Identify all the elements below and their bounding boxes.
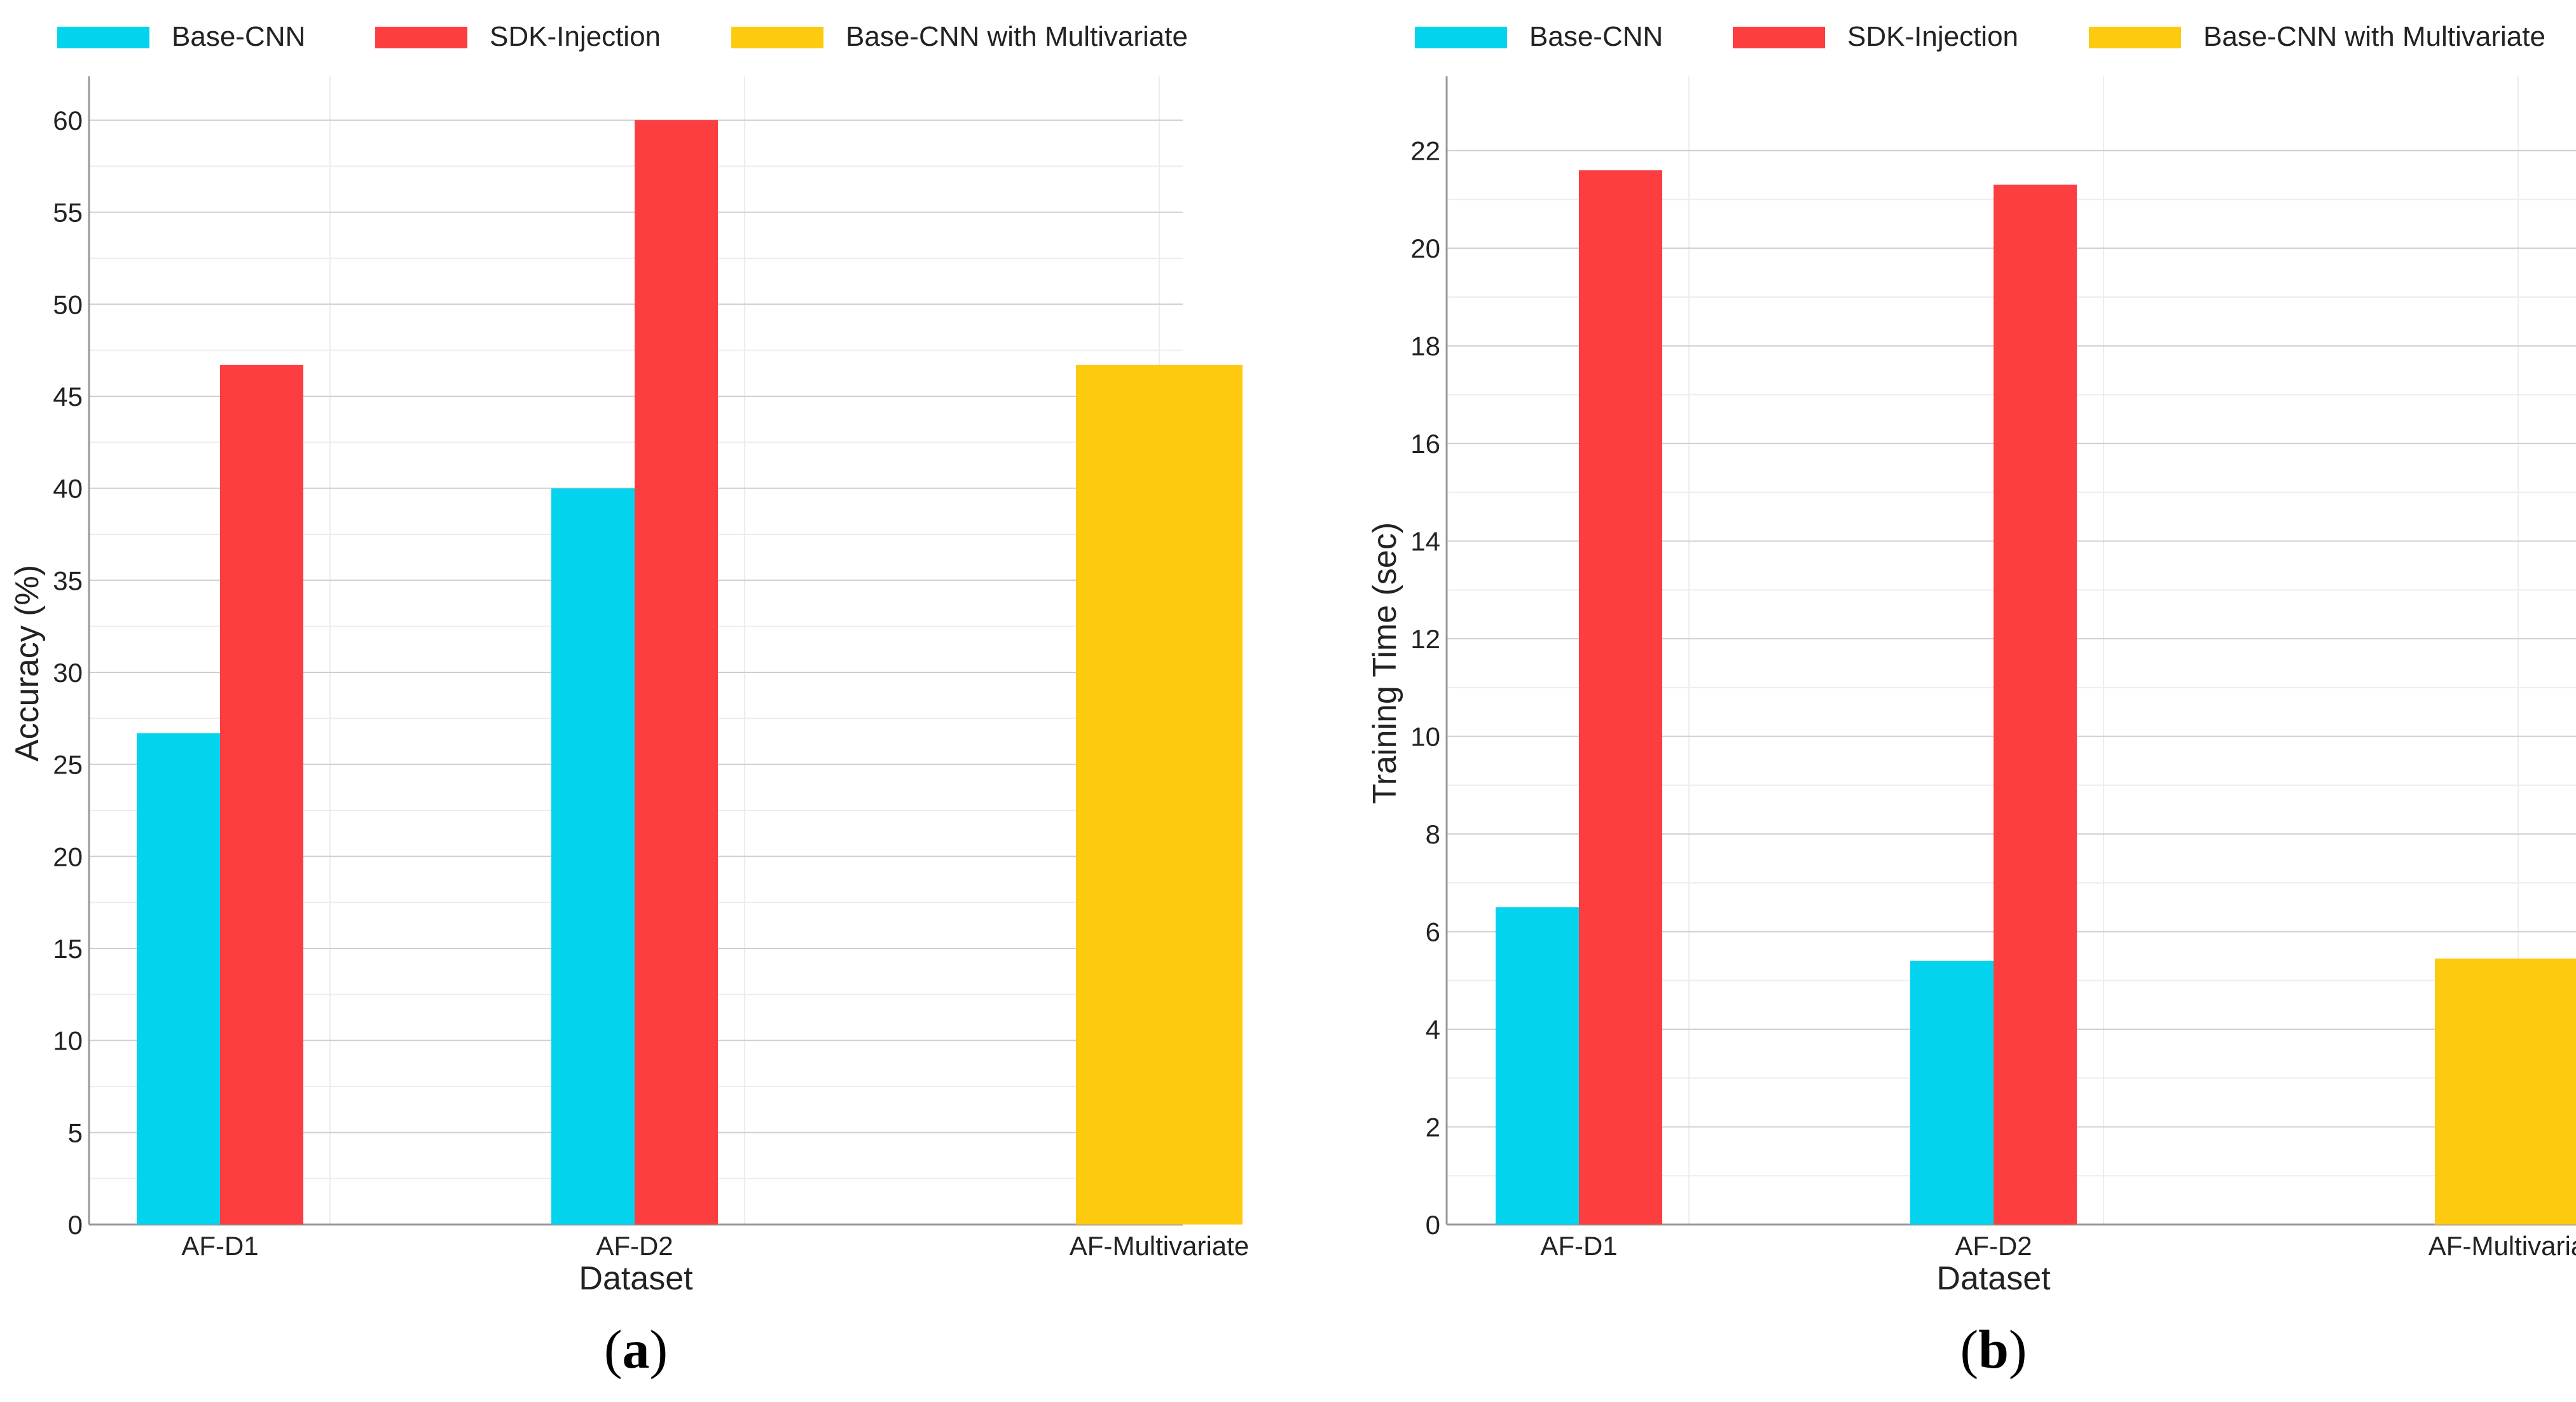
- legend-label: Base-CNN with Multivariate: [2203, 21, 2545, 52]
- legend-label: Base-CNN with Multivariate: [846, 21, 1188, 52]
- legend-label: Base-CNN: [172, 21, 305, 52]
- y-tick-label: 40: [53, 474, 83, 504]
- x-tick-label: AF-Multivariate: [2428, 1231, 2576, 1261]
- bar-sdk-injection-af-d1: [1579, 170, 1662, 1225]
- legend: Base-CNN SDK-Injection Base-CNN with Multi…: [1415, 21, 2545, 52]
- bar-base-cnn-with-multivariate-af-multivariate: [1076, 364, 1243, 1225]
- bar-base-cnn-af-d2: [1910, 961, 1994, 1225]
- x-axis-title: Dataset: [1936, 1260, 2051, 1297]
- legend-label: SDK-Injection: [1847, 21, 2018, 52]
- x-tick-label: AF-D1: [181, 1231, 258, 1261]
- y-tick-label: 8: [1426, 819, 1440, 849]
- legend-swatch: [1733, 27, 1825, 48]
- panel-label: (b): [1960, 1319, 2027, 1380]
- legend-swatch: [731, 27, 823, 48]
- y-tick-label: 0: [1426, 1210, 1440, 1240]
- legend-swatch: [375, 27, 467, 48]
- y-tick-label: 35: [53, 566, 83, 595]
- y-tick-label: 20: [53, 842, 83, 871]
- y-tick-label: 45: [53, 382, 83, 412]
- legend-swatch: [1415, 27, 1507, 48]
- y-tick-label: 25: [53, 750, 83, 780]
- y-axis-title: Training Time (sec): [1367, 522, 1403, 804]
- y-tick-label: 0: [68, 1210, 83, 1240]
- chart-panel-a: Base-CNN SDK-Injection Base-CNN with Multi…: [9, 21, 1249, 1380]
- panel-label: (a): [604, 1319, 668, 1380]
- y-tick-label: 22: [1410, 136, 1440, 166]
- y-tick-label: 4: [1426, 1015, 1440, 1045]
- y-tick-label: 55: [53, 198, 83, 228]
- y-tick-label: 12: [1410, 624, 1440, 654]
- y-tick-label: 6: [1426, 917, 1440, 947]
- legend-swatch: [2089, 27, 2181, 48]
- y-tick-label: 14: [1410, 527, 1440, 557]
- bar-base-cnn-with-multivariate-af-multivariate: [2435, 958, 2576, 1225]
- bar-base-cnn-af-d1: [137, 733, 220, 1225]
- x-tick-label: AF-D1: [1540, 1231, 1617, 1261]
- y-tick-label: 15: [53, 934, 83, 964]
- y-tick-label: 10: [53, 1026, 83, 1056]
- y-tick-label: 50: [53, 289, 83, 319]
- y-tick-label: 30: [53, 658, 83, 688]
- x-axis-title: Dataset: [579, 1260, 693, 1297]
- legend: Base-CNN SDK-Injection Base-CNN with Multi…: [57, 21, 1188, 52]
- y-tick-label: 10: [1410, 722, 1440, 752]
- x-tick-label: AF-D2: [596, 1231, 673, 1261]
- legend-swatch: [57, 27, 149, 48]
- y-tick-label: 18: [1410, 331, 1440, 361]
- bar-sdk-injection-af-d2: [1994, 184, 2077, 1225]
- chart-panel-b: Base-CNN SDK-Injection Base-CNN with Multi…: [1367, 21, 2576, 1380]
- bar-base-cnn-af-d1: [1496, 907, 1579, 1225]
- x-tick-label: AF-Multivariate: [1070, 1231, 1249, 1261]
- bars: AF-D1 AF-D2 AF-Multivariate: [1496, 170, 2576, 1261]
- y-tick-label: 60: [53, 106, 83, 135]
- bar-sdk-injection-af-d1: [220, 364, 303, 1225]
- y-tick-label: 5: [68, 1118, 83, 1148]
- x-tick-label: AF-D2: [1955, 1231, 2032, 1261]
- bars: AF-D1 AF-D2 AF-Multivariate: [137, 120, 1249, 1261]
- legend-label: SDK-Injection: [490, 21, 661, 52]
- legend-label: Base-CNN: [1529, 21, 1663, 52]
- bar-sdk-injection-af-d2: [635, 120, 718, 1225]
- bar-base-cnn-af-d2: [551, 488, 635, 1225]
- y-tick-label: 20: [1410, 233, 1440, 263]
- y-tick-label: 2: [1426, 1113, 1440, 1142]
- y-tick-label: 16: [1410, 429, 1440, 459]
- y-axis-title: Accuracy (%): [9, 565, 46, 761]
